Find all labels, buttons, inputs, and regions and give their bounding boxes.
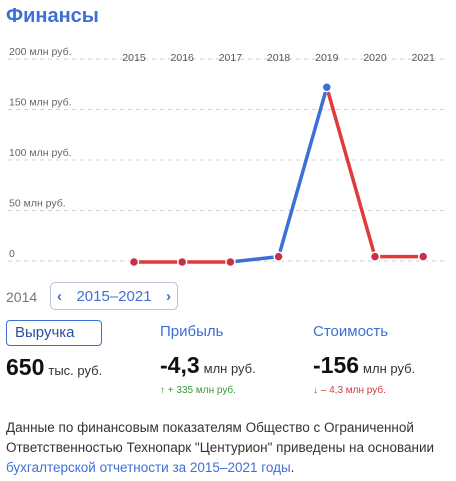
x-tick-label: 2020 bbox=[363, 52, 387, 64]
chevron-right-icon[interactable]: › bbox=[166, 287, 171, 305]
x-tick-label: 2016 bbox=[171, 52, 195, 64]
metric-revenue-value: 650 тыс. руб. bbox=[6, 354, 102, 381]
x-tick-label: 2021 bbox=[412, 52, 436, 64]
metric-profit-delta: ↑ + 335 млн руб. bbox=[160, 385, 236, 396]
description-tail: . bbox=[290, 460, 295, 475]
metric-cost-tab[interactable]: Стоимость bbox=[313, 323, 389, 340]
data-point bbox=[128, 256, 140, 268]
metric-profit-unit: млн руб. bbox=[203, 361, 256, 376]
metric-cost[interactable]: Стоимость -156 млн руб. ↓ – 4,3 млн руб. bbox=[313, 320, 415, 396]
data-point bbox=[225, 256, 236, 268]
finance-chart: 200 млн руб. 150 млн руб. 100 млн руб. 50 м… bbox=[8, 46, 448, 268]
metric-profit[interactable]: Прибыль -4,3 млн руб. ↑ + 335 млн руб. bbox=[160, 320, 256, 396]
x-tick-label: 2018 bbox=[267, 52, 291, 64]
y-tick-label: 150 млн руб. bbox=[9, 97, 72, 109]
prev-year-label[interactable]: 2014 bbox=[6, 289, 38, 305]
section-title: Финансы bbox=[6, 5, 99, 27]
accounting-report-link[interactable]: бухгалтерской отчетности за 2015–2021 го… bbox=[6, 460, 291, 475]
x-tick-label: 2017 bbox=[219, 52, 243, 64]
metric-profit-number: -4,3 bbox=[160, 352, 200, 378]
metrics-row: Выручка 650 тыс. руб. Прибыль -4,3 млн руб… bbox=[0, 320, 456, 410]
metric-cost-delta: ↓ – 4,3 млн руб. bbox=[313, 385, 386, 396]
year-range-selector: 2014 ‹ 2015–2021 › bbox=[6, 282, 306, 312]
metric-revenue-unit: тыс. руб. bbox=[48, 363, 103, 378]
data-point bbox=[321, 82, 333, 93]
range-box: ‹ 2015–2021 › bbox=[50, 282, 178, 310]
description-text: Данные по финансовым показателям Обществ… bbox=[6, 420, 435, 455]
data-point bbox=[417, 251, 429, 262]
metric-revenue[interactable]: Выручка 650 тыс. руб. bbox=[6, 320, 103, 381]
x-tick-label: 2015 bbox=[122, 52, 146, 64]
series-segment bbox=[228, 254, 281, 264]
series-segment bbox=[325, 85, 377, 259]
metric-revenue-number: 650 bbox=[6, 354, 45, 380]
metric-cost-number: -156 bbox=[313, 352, 360, 378]
y-tick-label: 100 млн руб. bbox=[9, 147, 72, 159]
metric-revenue-tab[interactable]: Выручка bbox=[6, 320, 103, 346]
metric-cost-value: -156 млн руб. bbox=[313, 352, 415, 379]
data-point bbox=[176, 256, 188, 268]
series-segment bbox=[276, 85, 329, 259]
data-point bbox=[369, 251, 381, 262]
data-point bbox=[273, 251, 284, 262]
chevron-left-icon[interactable]: ‹ bbox=[57, 287, 62, 305]
x-tick-label: 2019 bbox=[315, 52, 339, 64]
y-tick-label: 0 bbox=[9, 248, 15, 260]
metric-profit-value: -4,3 млн руб. bbox=[160, 352, 256, 379]
metric-cost-unit: млн руб. bbox=[363, 361, 416, 376]
y-tick-label: 50 млн руб. bbox=[9, 198, 66, 210]
y-tick-label: 200 млн руб. bbox=[9, 46, 72, 58]
description: Данные по финансовым показателям Обществ… bbox=[6, 418, 446, 478]
metric-profit-tab[interactable]: Прибыль bbox=[160, 323, 224, 340]
range-label: 2015–2021 bbox=[76, 287, 152, 305]
